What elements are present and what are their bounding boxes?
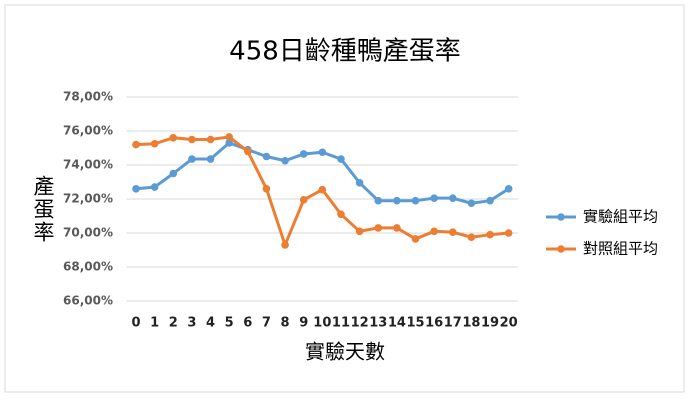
data-point bbox=[467, 199, 476, 208]
data-point bbox=[318, 185, 327, 194]
x-tick-label: 16 bbox=[425, 316, 443, 331]
data-point bbox=[411, 235, 420, 243]
legend-label: 對照組平均 bbox=[583, 240, 658, 258]
data-point bbox=[188, 155, 196, 163]
data-point bbox=[206, 155, 215, 163]
data-point bbox=[430, 194, 438, 202]
data-point bbox=[337, 155, 345, 163]
x-tick-label: 11 bbox=[332, 316, 350, 331]
y-tick-label: 68,00% bbox=[63, 260, 113, 274]
data-point bbox=[150, 139, 159, 148]
x-tick-label: 20 bbox=[500, 316, 518, 331]
x-tick-label: 19 bbox=[481, 316, 499, 331]
data-point bbox=[150, 183, 159, 191]
x-tick-label: 1 bbox=[150, 316, 159, 331]
data-point bbox=[374, 224, 383, 232]
data-point bbox=[467, 233, 476, 242]
legend-label: 實驗組平均 bbox=[583, 208, 658, 226]
data-point bbox=[262, 152, 271, 161]
x-tick-label: 13 bbox=[369, 316, 387, 331]
x-tick-label: 0 bbox=[131, 316, 140, 331]
data-point bbox=[169, 134, 178, 142]
x-tick-label: 17 bbox=[444, 316, 462, 331]
x-tick-label: 12 bbox=[351, 316, 369, 331]
data-point bbox=[188, 135, 196, 144]
data-point bbox=[393, 196, 401, 205]
data-point bbox=[262, 185, 271, 193]
data-point bbox=[169, 169, 178, 178]
y-tick-label: 74,00% bbox=[63, 158, 113, 172]
data-point bbox=[504, 185, 513, 193]
y-tick-label: 76,00% bbox=[63, 124, 113, 138]
x-tick-label: 15 bbox=[406, 316, 424, 331]
data-point bbox=[448, 194, 457, 202]
y-tick-label: 78,00% bbox=[63, 90, 113, 104]
x-tick-label: 18 bbox=[462, 316, 480, 331]
data-point bbox=[374, 196, 383, 205]
y-axis-label: 產蛋率 bbox=[31, 175, 55, 244]
x-tick-label: 5 bbox=[225, 316, 234, 331]
data-point bbox=[132, 185, 140, 193]
x-tick-label: 14 bbox=[388, 316, 406, 331]
x-tick-label: 7 bbox=[262, 316, 271, 331]
x-tick-label: 4 bbox=[206, 316, 215, 331]
x-tick-label: 2 bbox=[169, 316, 178, 331]
chart-title: 458日齡種鴨產蛋率 bbox=[229, 37, 461, 67]
x-tick-label: 3 bbox=[187, 316, 196, 331]
y-tick-label: 66,00% bbox=[63, 294, 113, 308]
data-point bbox=[206, 135, 215, 144]
data-point bbox=[486, 196, 494, 205]
x-tick-label: 6 bbox=[243, 316, 252, 331]
data-point bbox=[337, 210, 345, 219]
data-point bbox=[299, 196, 308, 204]
data-point bbox=[244, 147, 252, 156]
legend-marker bbox=[557, 213, 565, 221]
data-point bbox=[225, 139, 233, 147]
data-point bbox=[355, 179, 364, 187]
data-point bbox=[486, 230, 494, 239]
y-tick-label: 72,00% bbox=[63, 192, 113, 206]
data-point bbox=[225, 133, 233, 141]
y-tick-label: 70,00% bbox=[63, 226, 113, 240]
data-point bbox=[281, 156, 289, 165]
data-point bbox=[430, 227, 438, 236]
data-point bbox=[411, 196, 420, 205]
data-point bbox=[281, 241, 289, 249]
legend-marker bbox=[557, 245, 565, 253]
data-point bbox=[132, 140, 140, 149]
data-point bbox=[299, 150, 308, 158]
x-tick-label: 8 bbox=[281, 316, 290, 331]
x-tick-label: 10 bbox=[313, 316, 331, 331]
x-axis-label: 實驗天數 bbox=[305, 340, 385, 364]
data-point bbox=[318, 148, 327, 157]
data-point bbox=[504, 229, 513, 237]
data-point bbox=[355, 227, 364, 236]
x-tick-label: 9 bbox=[299, 316, 308, 331]
data-point bbox=[448, 228, 457, 236]
data-point bbox=[393, 224, 401, 232]
